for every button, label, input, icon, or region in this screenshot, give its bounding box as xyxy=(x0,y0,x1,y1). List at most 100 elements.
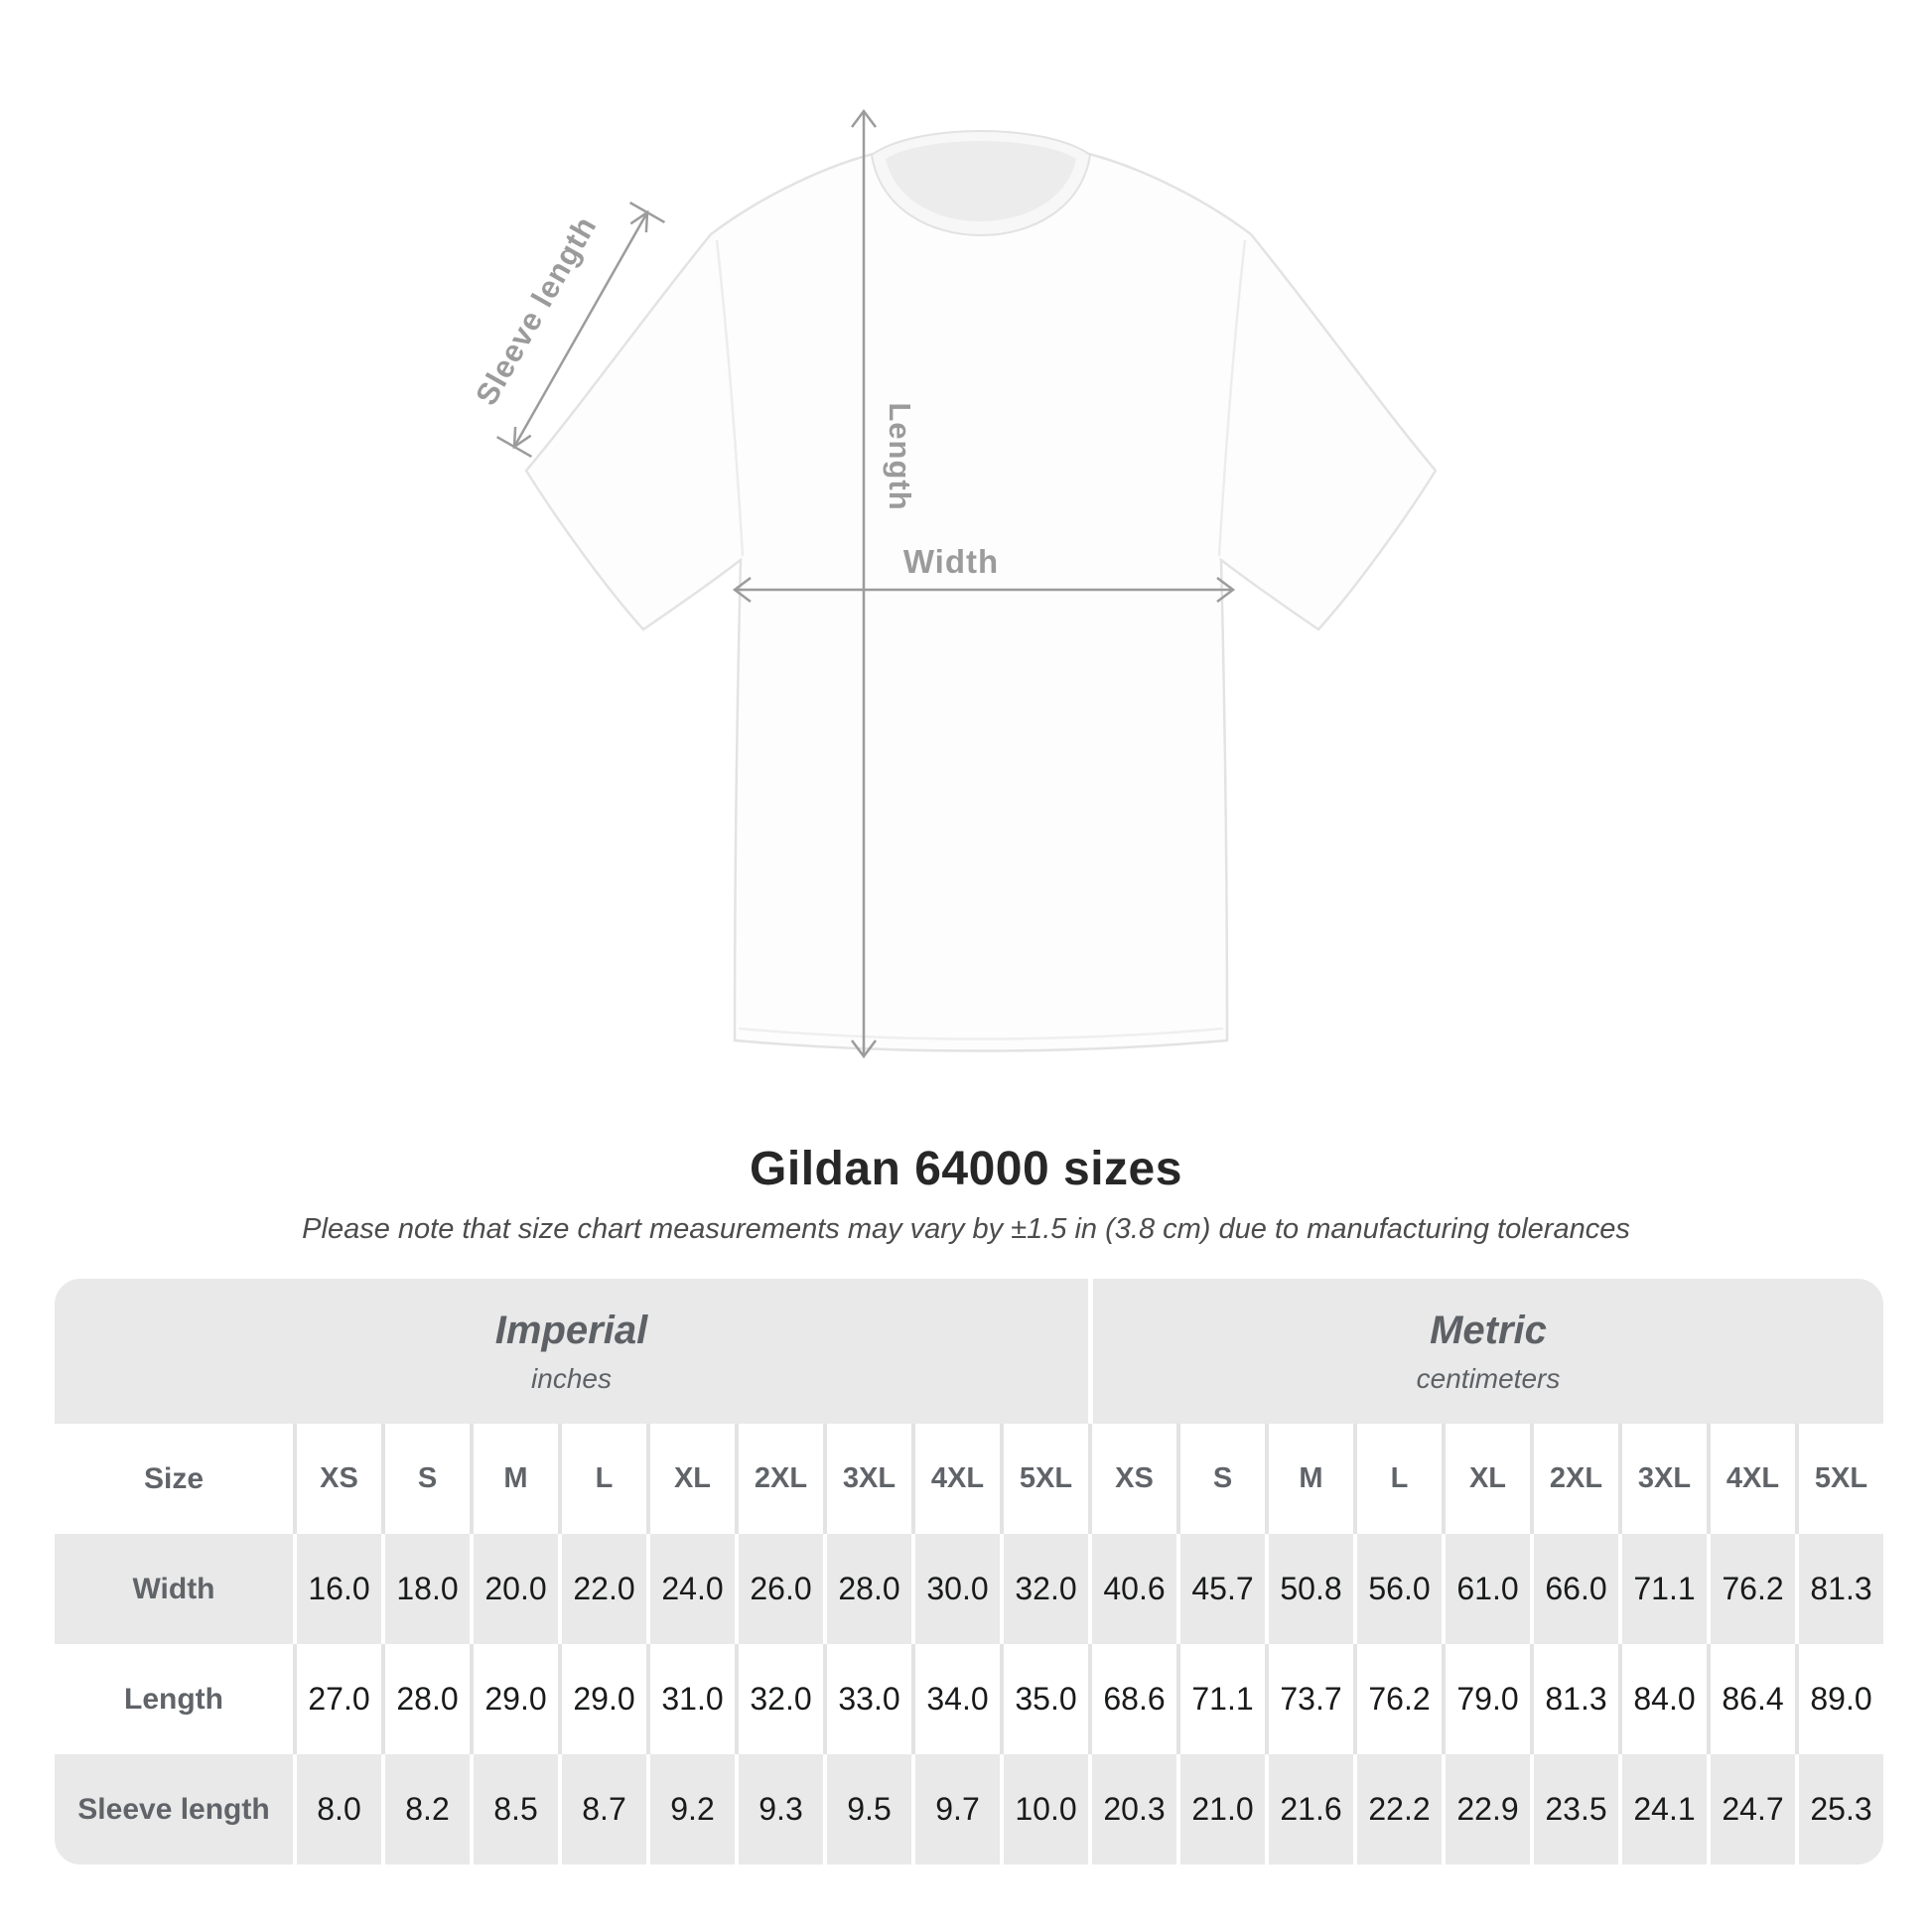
value-cell: 10.0 xyxy=(1000,1754,1088,1864)
value-cell: 21.0 xyxy=(1176,1754,1265,1864)
size-col-header: 4XL xyxy=(1707,1424,1795,1534)
value-cell: 35.0 xyxy=(1000,1644,1088,1754)
value-cell: 66.0 xyxy=(1530,1534,1618,1644)
value-cell: 20.0 xyxy=(470,1534,558,1644)
imperial-band-unit: inches xyxy=(531,1362,612,1394)
value-cell: 29.0 xyxy=(558,1644,646,1754)
value-cell: 76.2 xyxy=(1707,1534,1795,1644)
value-cell: 81.3 xyxy=(1530,1644,1618,1754)
value-cell: 29.0 xyxy=(470,1644,558,1754)
value-cell: 28.0 xyxy=(381,1644,470,1754)
value-cell: 24.7 xyxy=(1707,1754,1795,1864)
value-cell: 22.0 xyxy=(558,1534,646,1644)
imperial-band-title: Imperial xyxy=(494,1308,648,1352)
row-label-sleeve-length: Sleeve length xyxy=(55,1754,293,1864)
width-arrow xyxy=(732,577,1236,603)
row-label-length: Length xyxy=(55,1644,293,1754)
size-col-header: 3XL xyxy=(1618,1424,1707,1534)
size-col-header: M xyxy=(1265,1424,1353,1534)
value-cell: 45.7 xyxy=(1176,1534,1265,1644)
width-label: Width xyxy=(903,543,999,580)
tshirt-neck-opening xyxy=(886,141,1076,221)
value-cell: 8.2 xyxy=(381,1754,470,1864)
value-cell: 9.2 xyxy=(646,1754,735,1864)
value-cell: 16.0 xyxy=(293,1534,381,1644)
metric-band: Metric centimeters xyxy=(1088,1279,1883,1424)
value-cell: 8.5 xyxy=(470,1754,558,1864)
size-col-header: L xyxy=(1353,1424,1442,1534)
value-cell: 22.2 xyxy=(1353,1754,1442,1864)
value-cell: 79.0 xyxy=(1442,1644,1530,1754)
value-cell: 25.3 xyxy=(1795,1754,1883,1864)
value-cell: 40.6 xyxy=(1088,1534,1176,1644)
length-arrow xyxy=(851,108,877,1059)
size-col-header: 2XL xyxy=(735,1424,823,1534)
size-col-header: XS xyxy=(1088,1424,1176,1534)
tolerance-note: Please note that size chart measurements… xyxy=(302,1213,1630,1245)
value-cell: 76.2 xyxy=(1353,1644,1442,1754)
value-cell: 8.7 xyxy=(558,1754,646,1864)
value-cell: 89.0 xyxy=(1795,1644,1883,1754)
value-cell: 71.1 xyxy=(1176,1644,1265,1754)
value-cell: 71.1 xyxy=(1618,1534,1707,1644)
sleeve-length-arrow xyxy=(495,202,666,458)
tshirt-right-sleeve-seam xyxy=(1217,239,1247,557)
value-cell: 24.0 xyxy=(646,1534,735,1644)
value-cell: 21.6 xyxy=(1265,1754,1353,1864)
page-title: Gildan 64000 sizes xyxy=(750,1143,1182,1195)
tshirt-diagram: Sleeve length Length Width xyxy=(469,108,1438,1059)
value-cell: 73.7 xyxy=(1265,1644,1353,1754)
value-cell: 68.6 xyxy=(1088,1644,1176,1754)
size-col-header: 3XL xyxy=(823,1424,911,1534)
tshirt-left-sleeve-seam xyxy=(715,239,745,557)
value-cell: 18.0 xyxy=(381,1534,470,1644)
value-cell: 50.8 xyxy=(1265,1534,1353,1644)
value-cell: 27.0 xyxy=(293,1644,381,1754)
value-cell: 34.0 xyxy=(911,1644,1000,1754)
size-col-header: M xyxy=(470,1424,558,1534)
size-col-header: 2XL xyxy=(1530,1424,1618,1534)
value-cell: 84.0 xyxy=(1618,1644,1707,1754)
tshirt-hem-line xyxy=(738,1027,1224,1040)
value-cell: 22.9 xyxy=(1442,1754,1530,1864)
size-col-header: XL xyxy=(646,1424,735,1534)
value-cell: 81.3 xyxy=(1795,1534,1883,1644)
size-col-header: S xyxy=(381,1424,470,1534)
size-col-header: 5XL xyxy=(1795,1424,1883,1534)
size-col-header: XS xyxy=(293,1424,381,1534)
tshirt-body xyxy=(524,140,1438,1052)
value-cell: 9.5 xyxy=(823,1754,911,1864)
value-cell: 33.0 xyxy=(823,1644,911,1754)
value-cell: 86.4 xyxy=(1707,1644,1795,1754)
size-col-header: 5XL xyxy=(1000,1424,1088,1534)
value-cell: 9.7 xyxy=(911,1754,1000,1864)
measurement-annotations xyxy=(495,108,1236,1059)
length-label: Length xyxy=(883,402,917,510)
size-col-header: 4XL xyxy=(911,1424,1000,1534)
value-cell: 23.5 xyxy=(1530,1754,1618,1864)
size-col-header: L xyxy=(558,1424,646,1534)
size-col-header: XL xyxy=(1442,1424,1530,1534)
size-row-label: Size xyxy=(55,1424,293,1534)
row-label-width: Width xyxy=(55,1534,293,1644)
value-cell: 32.0 xyxy=(735,1644,823,1754)
size-col-header: S xyxy=(1176,1424,1265,1534)
value-cell: 56.0 xyxy=(1353,1534,1442,1644)
value-cell: 26.0 xyxy=(735,1534,823,1644)
size-table: Imperial inches Metric centimeters Size … xyxy=(55,1279,1883,1864)
value-cell: 28.0 xyxy=(823,1534,911,1644)
metric-band-title: Metric xyxy=(1430,1308,1547,1352)
sleeve-length-label: Sleeve length xyxy=(469,210,604,411)
value-cell: 9.3 xyxy=(735,1754,823,1864)
value-cell: 8.0 xyxy=(293,1754,381,1864)
value-cell: 30.0 xyxy=(911,1534,1000,1644)
value-cell: 24.1 xyxy=(1618,1754,1707,1864)
tshirt-graphic xyxy=(524,130,1438,1052)
value-cell: 61.0 xyxy=(1442,1534,1530,1644)
metric-band-unit: centimeters xyxy=(1416,1362,1561,1394)
value-cell: 20.3 xyxy=(1088,1754,1176,1864)
value-cell: 31.0 xyxy=(646,1644,735,1754)
imperial-band: Imperial inches xyxy=(55,1279,1088,1424)
value-cell: 32.0 xyxy=(1000,1534,1088,1644)
